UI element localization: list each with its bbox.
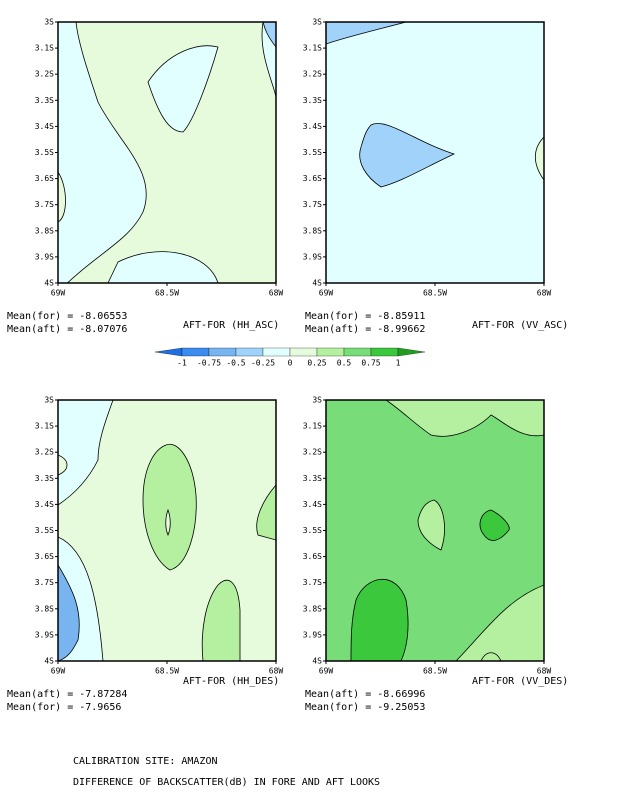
y-tick-label: 3.6S [35,552,54,561]
y-tick-label: 3.7S [303,578,322,587]
stat-text: Mean(aft) = -7.87284 [7,689,127,700]
y-tick-label: 3S [312,18,322,27]
y-tick-label: 3.4S [35,500,54,509]
contour-panel [58,22,276,283]
y-tick-label: 3.2S [303,448,322,457]
y-tick-label: 3.8S [35,604,54,613]
colorbar-label: -1 [177,359,187,368]
colorbar-label: 0.25 [307,359,326,368]
y-tick-label: 3.5S [303,148,322,157]
panel-title: AFT-FOR (HH_ASC) [183,320,279,331]
x-tick-label: 68W [537,289,552,298]
x-tick-label: 68W [269,289,284,298]
y-tick-label: 3.3S [303,96,322,105]
colorbar-swatch [343,347,372,357]
y-tick-label: 3.7S [35,578,54,587]
contour-panel [326,22,544,283]
colorbar-swatch [181,347,210,357]
y-tick-label: 4S [312,657,322,666]
colorbar-swatch [316,347,345,357]
y-tick-label: 3.1S [35,422,54,431]
y-tick-label: 3.3S [35,474,54,483]
colorbar-label: 0.5 [337,359,352,368]
x-tick-label: 69W [51,289,66,298]
footer-text: DIFFERENCE OF BACKSCATTER(dB) IN FORE AN… [73,777,380,788]
y-tick-label: 3.5S [35,526,54,535]
y-tick-label: 3.3S [303,474,322,483]
colorbar-swatch [154,347,183,357]
y-tick-label: 3.2S [35,70,54,79]
colorbar-label: 0.75 [361,359,380,368]
y-tick-label: 3.1S [35,44,54,53]
y-tick-label: 4S [312,279,322,288]
x-tick-label: 68W [269,667,284,676]
colorbar-label: -0.75 [197,359,221,368]
y-tick-label: 4S [44,279,54,288]
y-tick-label: 3.8S [35,226,54,235]
y-tick-label: 3.9S [35,252,54,261]
y-tick-label: 3.1S [303,44,322,53]
stat-text: Mean(for) = -8.85911 [305,311,425,322]
panel-title: AFT-FOR (VV_DES) [472,676,568,687]
y-tick-label: 3.5S [303,526,322,535]
colorbar-swatch [262,347,291,357]
y-tick-label: 4S [44,657,54,666]
colorbar-label: 0 [288,359,293,368]
stat-text: Mean(aft) = -8.66996 [305,689,425,700]
y-tick-label: 3.9S [303,252,322,261]
y-tick-label: 3.8S [303,604,322,613]
y-tick-label: 3.6S [35,174,54,183]
y-tick-label: 3.4S [35,122,54,131]
stat-text: Mean(for) = -8.06553 [7,311,127,322]
y-tick-label: 3S [312,396,322,405]
x-tick-label: 68.5W [423,289,447,298]
y-tick-label: 3.2S [303,70,322,79]
stat-text: Mean(for) = -9.25053 [305,702,425,713]
colorbar-swatch [397,347,426,357]
stat-text: Mean(aft) = -8.07076 [7,324,127,335]
y-tick-label: 3.7S [303,200,322,209]
y-tick-label: 3.6S [303,552,322,561]
stat-text: Mean(for) = -7.9656 [7,702,121,713]
y-tick-label: 3.3S [35,96,54,105]
x-tick-label: 69W [319,667,334,676]
y-tick-label: 3.4S [303,500,322,509]
colorbar-label: 1 [396,359,401,368]
y-tick-label: 3.6S [303,174,322,183]
footer-text: CALIBRATION SITE: AMAZON [73,756,218,767]
colorbar-swatch [208,347,237,357]
y-tick-label: 3.7S [35,200,54,209]
y-tick-label: 3.9S [303,630,322,639]
contour-panel [326,400,544,661]
colorbar-swatch [289,347,318,357]
colorbar-swatch [370,347,399,357]
x-tick-label: 68.5W [155,289,179,298]
contour-panel [58,400,276,661]
panel-title: AFT-FOR (HH_DES) [183,676,279,687]
y-tick-label: 3.5S [35,148,54,157]
x-tick-label: 69W [319,289,334,298]
y-tick-label: 3S [44,18,54,27]
stat-text: Mean(aft) = -8.99662 [305,324,425,335]
x-tick-label: 68W [537,667,552,676]
y-tick-label: 3.8S [303,226,322,235]
x-tick-label: 68.5W [423,667,447,676]
y-tick-label: 3.2S [35,448,54,457]
y-tick-label: 3.4S [303,122,322,131]
colorbar-label: -0.5 [226,359,245,368]
x-tick-label: 69W [51,667,66,676]
y-tick-label: 3S [44,396,54,405]
y-tick-label: 3.9S [35,630,54,639]
panel-title: AFT-FOR (VV_ASC) [472,320,568,331]
x-tick-label: 68.5W [155,667,179,676]
colorbar-swatch [235,347,264,357]
colorbar-label: -0.25 [251,359,275,368]
y-tick-label: 3.1S [303,422,322,431]
